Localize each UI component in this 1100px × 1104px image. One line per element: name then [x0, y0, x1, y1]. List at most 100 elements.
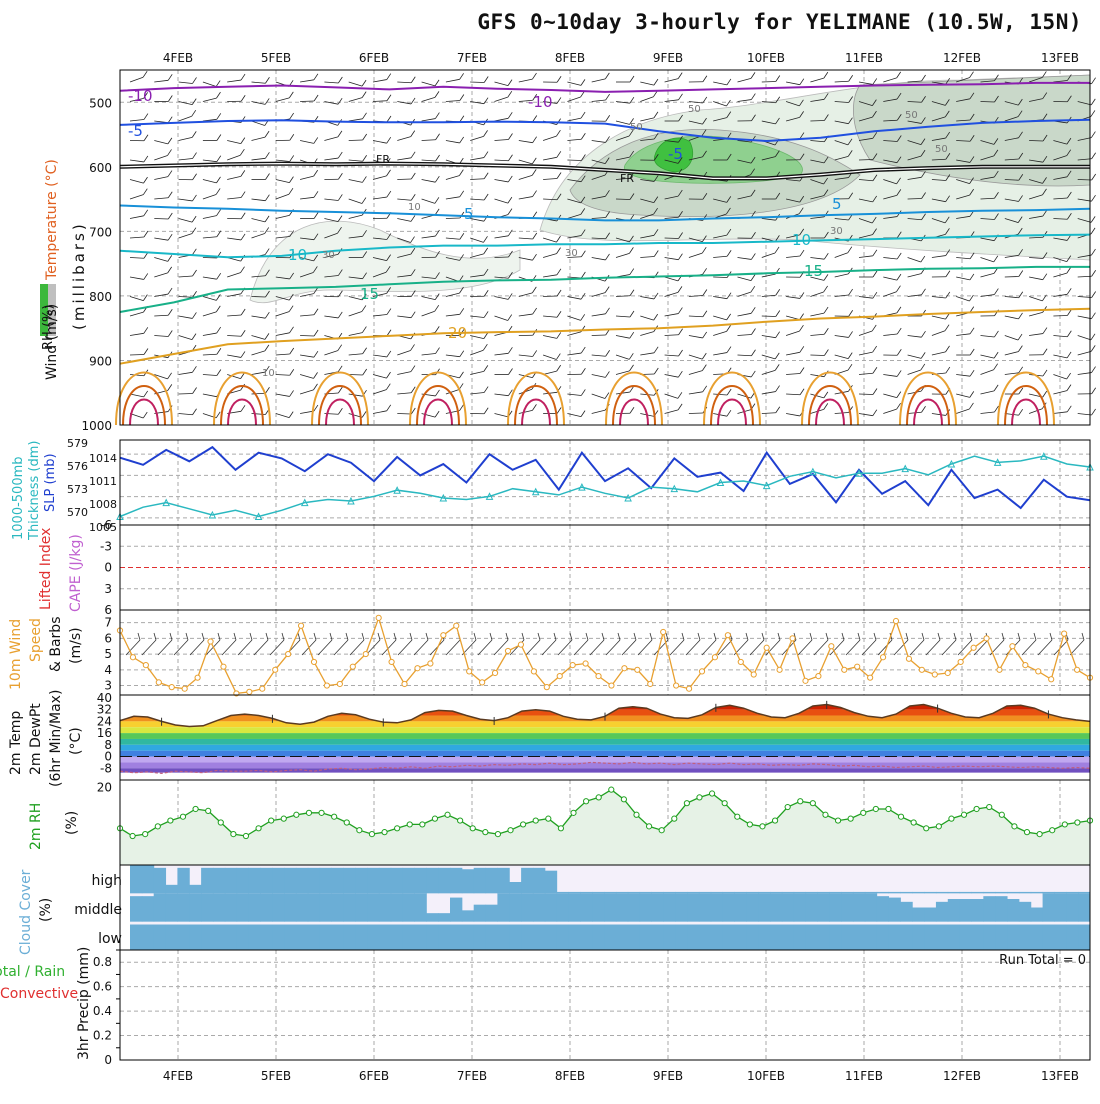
wind-barb — [179, 336, 192, 340]
wind-barb — [338, 77, 342, 83]
wind-barb — [689, 316, 703, 317]
wind-barb — [897, 307, 901, 313]
cloud-bar-low — [782, 925, 794, 951]
cloud-bar-middle — [249, 893, 261, 921]
wind-barb — [883, 277, 897, 280]
wind-barb — [373, 176, 387, 180]
wind-barb — [435, 197, 439, 203]
rh2m-point — [924, 826, 929, 831]
wind-barb — [543, 275, 557, 277]
wind-barb — [130, 258, 144, 259]
wind-barb — [314, 74, 318, 80]
wind-barb — [751, 275, 755, 281]
wind-barb — [349, 333, 363, 336]
wind-barb — [168, 234, 172, 240]
wind-barb — [738, 355, 752, 356]
wind-barb — [349, 311, 362, 316]
wind-barb — [526, 640, 540, 655]
cloud-bar-low — [142, 925, 154, 951]
wind-barb — [289, 92, 293, 98]
wind-barb — [1078, 351, 1092, 355]
wind-barb — [435, 326, 439, 332]
wind-barb — [994, 385, 998, 391]
wind-barb — [810, 633, 812, 640]
wind-barb — [557, 408, 561, 414]
cloud-bar-high — [142, 865, 154, 893]
cloud-bar-middle — [130, 896, 142, 922]
wind-barb — [981, 412, 995, 413]
wind-barb — [1018, 313, 1022, 319]
wind-barb — [519, 141, 533, 143]
wind-speed-point — [919, 667, 924, 672]
wind-barb — [250, 633, 252, 640]
wind-barb — [665, 277, 678, 281]
wind-barb — [241, 309, 245, 315]
wind-barb — [398, 640, 412, 655]
cloud-bar-middle — [379, 893, 391, 921]
wind-barb — [665, 410, 679, 414]
wind-barb — [786, 352, 800, 355]
wind-speed-point — [816, 674, 821, 679]
cloud-bar-high — [616, 892, 628, 893]
wind-barb — [654, 368, 658, 374]
wind-barb — [908, 258, 921, 263]
wind-barb — [363, 113, 367, 119]
wind-barb — [436, 348, 440, 354]
wind-barb — [252, 82, 266, 83]
wind-barb — [508, 209, 512, 215]
wind-barb — [192, 249, 196, 255]
wind-barb — [324, 158, 338, 160]
wind-barb — [435, 113, 439, 119]
wind-barb — [532, 73, 536, 79]
wind-barb — [581, 272, 585, 278]
cloud-bar-low — [699, 925, 711, 951]
y-tick-label: 3 — [104, 582, 112, 596]
cloud-bar-low — [462, 925, 474, 951]
cloud-bar-low — [521, 925, 533, 951]
x-tick-label-bottom: 4FEB — [163, 1069, 193, 1083]
wind-barb — [543, 179, 557, 180]
wind-barb — [202, 633, 204, 640]
wind-barb — [921, 256, 925, 262]
rh2m-point — [256, 826, 261, 831]
cloud-bar-low — [1019, 925, 1031, 951]
wind-barb — [186, 633, 188, 640]
wind-barb — [810, 78, 823, 82]
cloud-bar-low — [687, 925, 699, 951]
cloud-bar-low — [877, 925, 889, 951]
wind-speed-point — [712, 655, 717, 660]
cloud-bar-high — [438, 868, 450, 894]
wind-barb — [762, 274, 776, 277]
wind-barb — [713, 82, 727, 85]
temperature-contour-20 — [120, 309, 1090, 364]
wind-speed-point — [195, 675, 200, 680]
wind-barb — [800, 346, 804, 352]
cloud-bar-low — [557, 925, 569, 951]
wind-barb — [426, 633, 428, 640]
y-tick-label: 1011 — [89, 475, 117, 488]
wind-barb — [290, 327, 294, 333]
wind-barb — [130, 77, 143, 82]
x-tick-label-top: 10FEB — [747, 51, 785, 65]
wind-barb — [786, 297, 800, 299]
wind-barb — [519, 160, 532, 164]
wind-barb — [276, 375, 290, 376]
wind-barb — [387, 95, 391, 101]
wind-barb — [824, 253, 828, 259]
ylabel-rh2m: 2m RH — [28, 803, 44, 850]
wind-speed-point — [648, 681, 653, 686]
wind-speed-point — [984, 636, 989, 641]
y-tick-label: 20 — [97, 781, 112, 795]
rh2m-point — [332, 814, 337, 819]
wind-barb — [590, 640, 604, 655]
wind-barb — [168, 149, 172, 155]
wind-barb — [1067, 373, 1071, 379]
wind-barb — [713, 353, 727, 355]
wind-barb — [241, 138, 245, 144]
wind-barb — [154, 155, 167, 160]
cloud-bar-middle — [995, 896, 1007, 922]
cloud-bar-low — [438, 925, 450, 951]
cloud-bar-high — [308, 868, 320, 894]
wind-barb — [665, 258, 679, 260]
wind-barb — [689, 392, 703, 394]
